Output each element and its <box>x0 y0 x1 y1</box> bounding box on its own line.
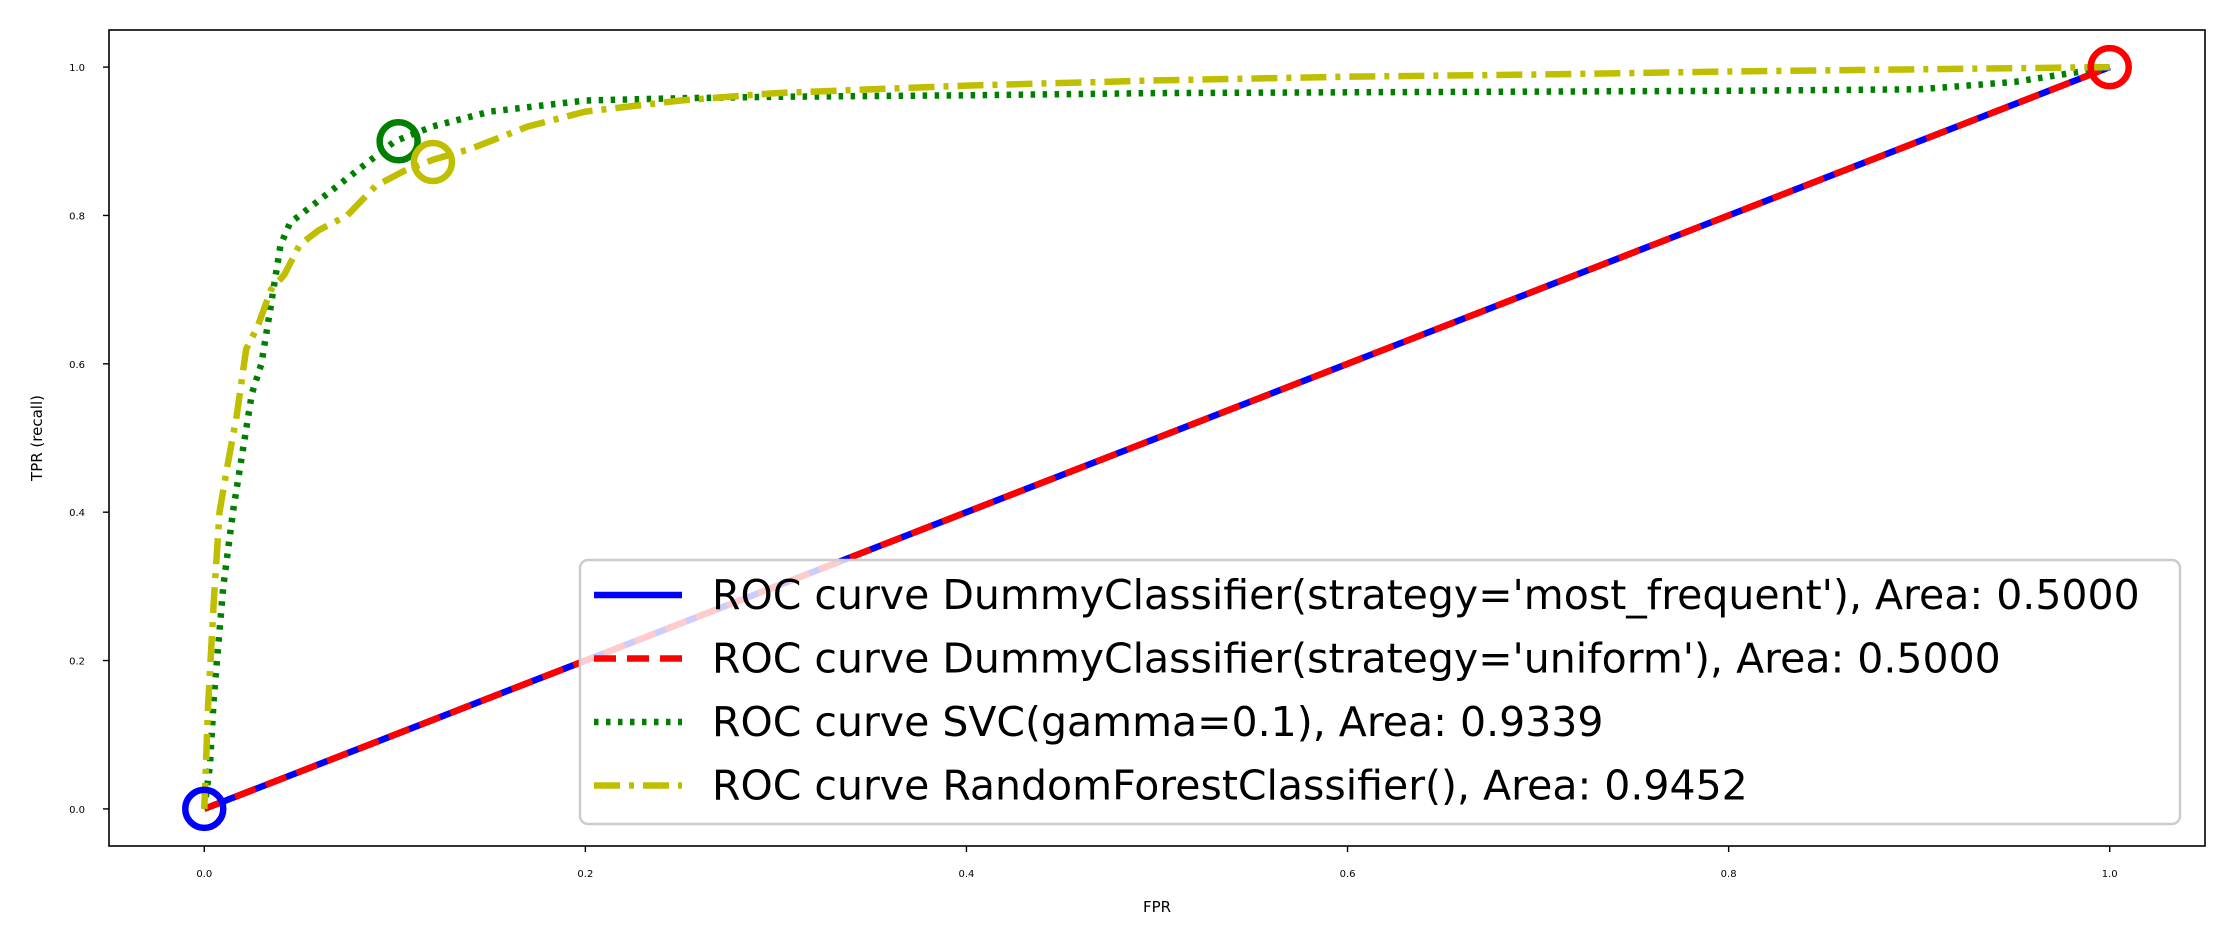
y-tick-label: 0.4 <box>69 508 85 519</box>
legend-label-1: ROC curve DummyClassifier(strategy='most… <box>712 571 2140 619</box>
legend: ROC curve DummyClassifier(strategy='most… <box>578 558 2182 826</box>
y-tick-label: 0.2 <box>69 657 85 668</box>
x-axis: 0.0 0.2 0.4 0.6 0.8 1.0 <box>196 846 2118 880</box>
x-axis-label: FPR <box>1143 898 1171 916</box>
x-tick-label: 0.6 <box>1340 869 1356 880</box>
y-axis: 0.0 0.2 0.4 0.6 0.8 1.0 <box>69 63 109 816</box>
y-tick-label: 0.6 <box>69 360 85 371</box>
series-layer <box>201 63 2111 812</box>
legend-label-3: ROC curve SVC(gamma=0.1), Area: 0.9339 <box>712 698 1603 746</box>
x-tick-label: 0.2 <box>577 869 593 880</box>
legend-label-4: ROC curve RandomForestClassifier(), Area… <box>712 762 1748 810</box>
y-tick-label: 1.0 <box>69 63 85 74</box>
threshold-marker-2 <box>2087 44 2132 90</box>
threshold-marker-4 <box>410 139 456 185</box>
series-line-2 <box>203 64 2111 812</box>
x-tick-label: 0.4 <box>959 869 975 880</box>
x-tick-label: 0.8 <box>1721 869 1737 880</box>
y-tick-label: 0.8 <box>69 211 85 222</box>
series-line-4 <box>201 63 2110 810</box>
threshold-marker-3 <box>376 119 421 164</box>
legend-label-2: ROC curve DummyClassifier(strategy='unif… <box>712 635 2001 683</box>
x-tick-label: 0.0 <box>196 869 212 880</box>
marker-layer <box>182 44 2132 832</box>
legend-frame <box>578 558 2182 826</box>
y-axis-label: TPR (recall) <box>28 395 46 482</box>
threshold-marker-1 <box>182 786 227 832</box>
x-tick-label: 1.0 <box>2102 869 2118 880</box>
y-tick-label: 0.0 <box>69 805 85 816</box>
